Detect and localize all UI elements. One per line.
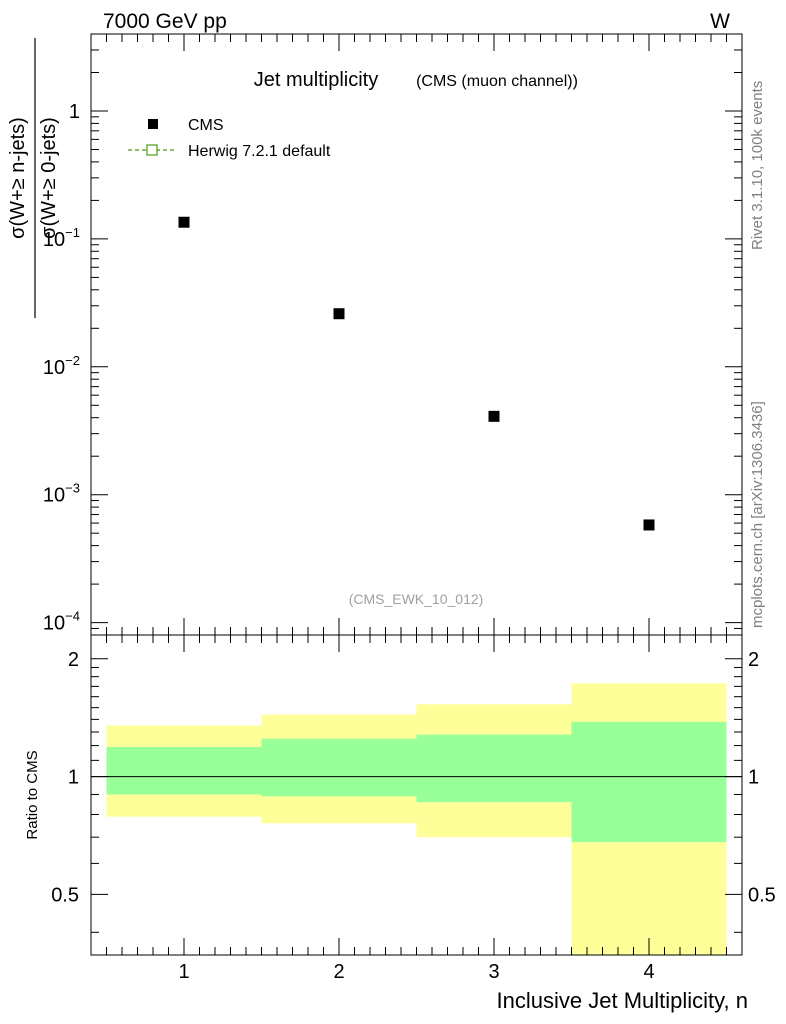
legend-label-cms: CMS xyxy=(188,117,224,134)
main-y-tick-label: 10−4 xyxy=(43,609,80,635)
y-label-denominator: σ(W+≥ 0-jets) xyxy=(38,117,60,239)
ratio-y-tick-label-right: 2 xyxy=(748,649,759,671)
main-y-tick-label: 1 xyxy=(69,101,80,123)
main-y-tick-label: 10−2 xyxy=(43,353,80,379)
main-y-tick-label: 10−1 xyxy=(43,225,80,251)
x-tick-label: 1 xyxy=(178,961,189,983)
ratio-y-tick-label-left: 2 xyxy=(68,649,79,671)
ratio-uncertainty-bands xyxy=(106,683,727,955)
header-process-label: W xyxy=(710,10,730,33)
ratio-y-tick-label-right: 0.5 xyxy=(748,884,776,906)
cms-data-point xyxy=(178,216,190,228)
ratio-panel: 0.5 0.5 1 1 2 2 1 2 3 4 Ratio to CMS Inclusive J… xyxy=(24,634,776,1013)
ratio-stat-uncertainty-band xyxy=(106,747,262,795)
main-y-ticks xyxy=(91,33,742,636)
x-axis-label: Inclusive Jet Multiplicity, n xyxy=(497,988,748,1013)
x-tick-label: 4 xyxy=(643,961,654,983)
x-tick-label: 3 xyxy=(488,961,499,983)
ratio-x-ticks xyxy=(90,635,743,955)
ratio-y-axis-label: Ratio to CMS xyxy=(24,750,41,839)
main-y-axis-label: σ(W+≥ n-jets) σ(W+≥ 0-jets) xyxy=(7,38,60,318)
chart-title: Jet multiplicity xyxy=(254,69,378,91)
ratio-y-tick-labels: 0.5 0.5 1 1 2 2 xyxy=(51,649,776,907)
ratio-y-ticks xyxy=(91,658,742,933)
legend: CMS Herwig 7.2.1 default xyxy=(128,117,331,160)
header-energy-label: 7000 GeV pp xyxy=(103,10,227,33)
x-tick-label: 2 xyxy=(333,961,344,983)
chart-subtitle: (CMS (muon channel)) xyxy=(416,73,578,90)
cms-data-points xyxy=(178,216,655,531)
analysis-watermark: (CMS_EWK_10_012) xyxy=(349,591,484,607)
main-y-tick-label: 10−3 xyxy=(43,481,80,507)
main-y-tick-labels: 1 10−1 10−2 10−3 10−4 xyxy=(43,101,80,635)
legend-marker-herwig xyxy=(146,144,158,156)
cms-data-point xyxy=(643,519,655,531)
legend-marker-cms xyxy=(148,119,158,129)
y-label-numerator: σ(W+≥ n-jets) xyxy=(7,117,29,239)
cms-data-point xyxy=(333,308,345,320)
mcplots-reference-label: mcplots.cern.ch [arXiv:1306.3436] xyxy=(749,401,766,628)
ratio-y-tick-label-left: 0.5 xyxy=(51,884,79,906)
ratio-y-tick-label-right: 1 xyxy=(748,767,759,789)
legend-label-herwig: Herwig 7.2.1 default xyxy=(188,143,331,160)
ratio-stat-uncertainty-band xyxy=(416,734,572,803)
main-panel: 1 10−1 10−2 10−3 10−4 Jet multiplicity (CMS … xyxy=(43,33,743,636)
x-tick-labels: 1 2 3 4 xyxy=(178,961,654,983)
main-x-ticks xyxy=(90,34,743,635)
cms-data-point xyxy=(488,410,500,422)
rivet-version-label: Rivet 3.1.10, 100k events xyxy=(749,81,766,250)
ratio-y-tick-label-left: 1 xyxy=(68,767,79,789)
ratio-stat-uncertainty-band xyxy=(571,721,727,843)
ratio-stat-uncertainty-band xyxy=(261,738,417,797)
